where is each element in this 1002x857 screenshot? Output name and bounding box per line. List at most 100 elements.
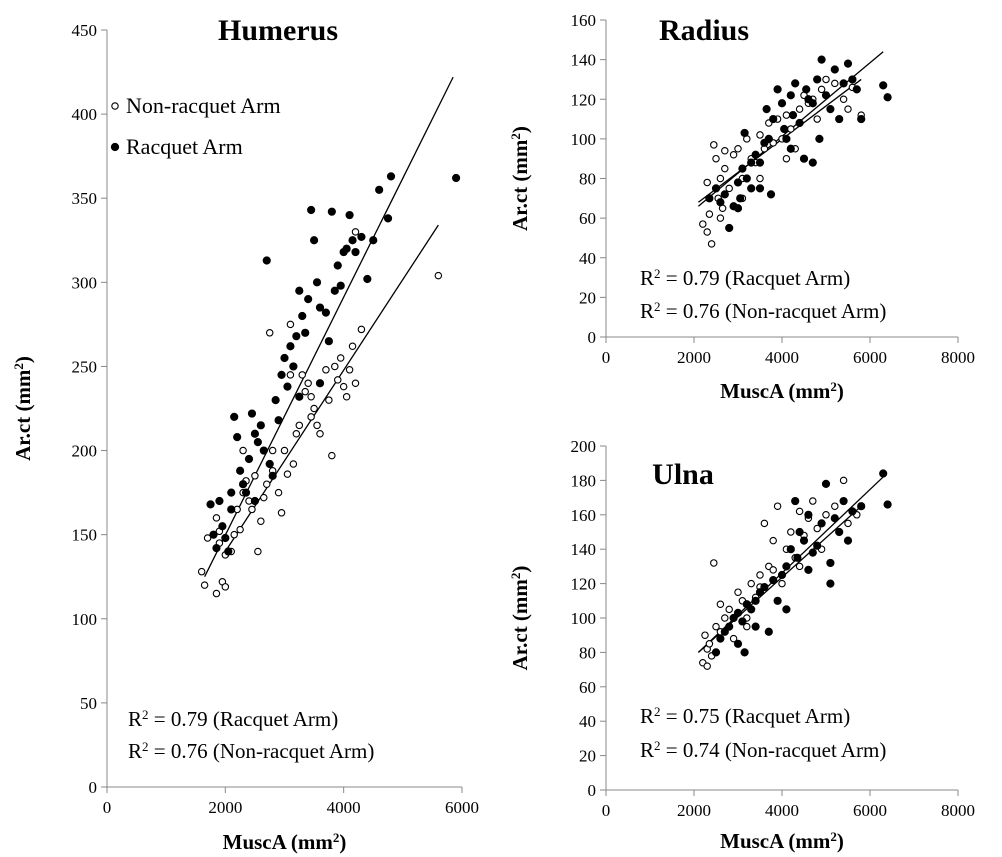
y-tick-label: 400 <box>72 105 98 124</box>
data-point-racquet <box>244 454 254 464</box>
data-point-non-racquet <box>734 145 742 153</box>
x-tick-label: 0 <box>602 801 611 820</box>
data-point-non-racquet <box>787 528 795 536</box>
y-tick-label: 100 <box>571 609 597 628</box>
data-point-racquet <box>321 308 331 317</box>
x-tick-label: 8000 <box>941 348 975 367</box>
data-point-racquet <box>839 496 848 506</box>
data-point-racquet <box>451 173 461 183</box>
y-tick-label: 40 <box>579 249 596 268</box>
y-axis-label: Ar.ct (mm2) <box>11 356 36 461</box>
data-point-racquet <box>262 256 271 265</box>
data-point-non-racquet <box>795 105 804 113</box>
data-point-non-racquet <box>705 640 714 648</box>
data-point-non-racquet <box>280 446 289 455</box>
data-point-racquet <box>848 75 857 84</box>
y-tick-label: 180 <box>571 471 597 490</box>
data-point-non-racquet <box>710 141 718 149</box>
data-point-racquet <box>804 510 813 519</box>
data-point-non-racquet <box>716 600 725 608</box>
y-tick-label: 20 <box>579 288 596 307</box>
data-point-racquet <box>206 500 215 509</box>
data-point-non-racquet <box>756 571 764 579</box>
data-point-non-racquet <box>817 85 826 94</box>
data-point-racquet <box>289 362 298 371</box>
data-point-racquet <box>212 544 221 553</box>
data-point-non-racquet <box>839 476 848 485</box>
data-point-racquet <box>808 158 817 167</box>
data-point-racquet <box>298 311 307 321</box>
data-point-non-racquet <box>339 382 348 391</box>
series-non-racquet-arm <box>197 228 443 598</box>
x-tick-label: 0 <box>103 798 112 817</box>
y-tick-label: 200 <box>72 442 98 461</box>
data-point-non-racquet <box>351 379 360 388</box>
y-tick-label: 60 <box>579 678 596 697</box>
data-point-non-racquet <box>756 131 764 139</box>
data-point-non-racquet <box>716 214 725 222</box>
data-point-racquet <box>327 207 336 216</box>
data-point-racquet <box>250 496 260 506</box>
data-point-racquet <box>738 617 747 626</box>
data-point-non-racquet <box>248 505 256 514</box>
data-point-racquet <box>839 79 848 88</box>
data-point-racquet <box>879 469 888 478</box>
data-point-racquet <box>773 596 782 605</box>
data-point-non-racquet <box>795 507 804 516</box>
data-point-racquet <box>224 547 233 556</box>
data-point-non-racquet <box>710 559 718 567</box>
data-point-non-racquet <box>844 519 852 528</box>
series-racquet-arm <box>711 469 892 657</box>
data-point-racquet <box>705 194 714 203</box>
data-point-non-racquet <box>307 413 315 421</box>
y-tick-label: 0 <box>89 778 98 797</box>
y-tick-label: 100 <box>571 130 597 149</box>
data-point-non-racquet <box>221 583 230 591</box>
data-point-racquet <box>250 429 260 438</box>
chart-humerus: 0 50 100 150 200 250 300 350 400 450 0 2000 4000 6000… <box>11 14 480 854</box>
data-point-non-racquet <box>721 147 729 155</box>
data-point-racquet <box>324 337 333 346</box>
data-point-non-racquet <box>262 480 271 488</box>
data-point-racquet <box>777 570 787 580</box>
data-point-racquet <box>301 328 310 337</box>
data-point-racquet <box>826 579 835 588</box>
x-tick-label: 0 <box>602 348 611 367</box>
data-point-non-racquet <box>277 509 286 517</box>
data-point-racquet <box>241 488 251 497</box>
data-point-non-racquet <box>351 228 360 236</box>
data-point-non-racquet <box>703 228 711 236</box>
data-point-racquet <box>751 150 760 159</box>
data-point-racquet <box>755 588 765 597</box>
data-point-racquet <box>793 553 802 562</box>
data-point-non-racquet <box>813 115 821 123</box>
y-tick-label: 100 <box>72 610 98 629</box>
y-axis-label: Ar.ct (mm2) <box>508 566 533 671</box>
data-point-non-racquet <box>197 567 206 576</box>
y-tick-label: 160 <box>571 506 597 525</box>
data-point-non-racquet <box>701 631 709 639</box>
data-point-racquet <box>729 613 738 623</box>
y-tick-label: 200 <box>571 437 597 456</box>
data-point-racquet <box>843 59 853 68</box>
data-point-racquet <box>795 118 804 128</box>
data-point-non-racquet <box>756 174 764 183</box>
data-point-non-racquet <box>795 562 804 571</box>
data-point-non-racquet <box>707 240 716 248</box>
data-point-non-racquet <box>283 470 292 478</box>
data-point-racquet <box>740 648 749 657</box>
data-point-racquet <box>835 114 844 124</box>
data-point-non-racquet <box>725 184 733 193</box>
legend-entry: Non-racquet Arm <box>126 93 281 118</box>
data-point-non-racquet <box>705 210 714 218</box>
data-point-non-racquet <box>782 111 791 119</box>
data-point-racquet <box>733 178 743 187</box>
data-point-non-racquet <box>769 536 777 545</box>
data-point-racquet <box>830 514 839 523</box>
data-point-racquet <box>221 533 230 543</box>
data-point-racquet <box>351 247 360 257</box>
data-point-non-racquet <box>729 634 738 643</box>
data-point-racquet <box>780 124 789 134</box>
data-point-non-racquet <box>725 605 733 614</box>
data-point-racquet <box>265 459 274 469</box>
